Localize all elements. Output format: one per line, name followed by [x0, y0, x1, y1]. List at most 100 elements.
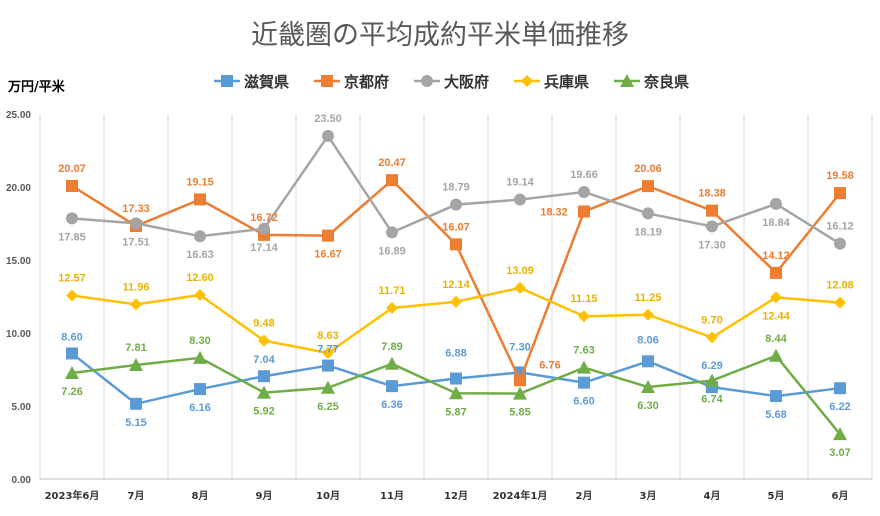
data-point — [834, 296, 846, 309]
data-label: 19.58 — [826, 170, 854, 182]
y-tick-label: 10.00 — [6, 329, 31, 340]
data-label: 5.85 — [509, 407, 530, 419]
data-label: 8.06 — [637, 334, 658, 346]
data-point — [706, 204, 718, 217]
data-label: 6.25 — [317, 401, 338, 413]
data-point — [194, 230, 206, 243]
data-point — [66, 179, 78, 192]
data-label: 3.07 — [829, 447, 850, 459]
data-point — [834, 237, 846, 250]
data-label: 16.89 — [378, 245, 406, 257]
data-point — [450, 372, 462, 385]
data-label: 18.38 — [698, 188, 726, 200]
x-tick-label: 6月 — [832, 490, 849, 502]
data-label: 12.14 — [442, 279, 470, 291]
data-label: 16.63 — [186, 249, 214, 261]
y-axis: 0.00 5.00 10.00 15.00 20.00 25.00 — [6, 110, 31, 486]
data-label: 14.12 — [762, 250, 790, 262]
data-point — [257, 385, 271, 399]
data-label: 6.29 — [701, 360, 722, 372]
legend-label: 兵庫県 — [544, 73, 589, 91]
data-label: 17.30 — [698, 239, 726, 251]
data-label: 16.07 — [442, 221, 470, 233]
data-label: 12.60 — [186, 272, 214, 284]
data-point — [770, 266, 782, 279]
data-label: 8.44 — [765, 333, 787, 345]
data-label: 7.63 — [573, 345, 594, 357]
x-tick-label: 8月 — [192, 490, 209, 502]
data-point — [66, 289, 78, 302]
data-point — [834, 382, 846, 395]
data-point — [322, 229, 334, 242]
legend-label: 大阪府 — [444, 73, 489, 91]
x-tick-label: 9月 — [256, 490, 273, 502]
legend-label: 京都府 — [344, 73, 389, 91]
data-point — [769, 348, 783, 362]
legend-marker — [521, 75, 533, 87]
data-label: 19.66 — [570, 169, 598, 181]
x-tick-label: 3月 — [640, 490, 657, 502]
data-point — [450, 198, 462, 211]
data-label: 6.76 — [539, 359, 560, 371]
data-label: 7.77 — [317, 344, 338, 356]
legend-marker — [221, 75, 233, 87]
data-point — [642, 355, 654, 368]
data-point — [449, 386, 463, 400]
x-tick-label: 2月 — [576, 490, 593, 502]
data-point — [578, 310, 590, 323]
data-label: 12.57 — [58, 272, 86, 284]
data-point — [514, 281, 526, 294]
data-point — [386, 302, 398, 315]
data-label: 16.12 — [826, 221, 854, 233]
data-point — [513, 386, 527, 400]
data-point — [258, 222, 270, 235]
data-point — [706, 331, 718, 344]
data-label: 8.30 — [189, 335, 210, 347]
data-label: 18.19 — [634, 226, 662, 238]
data-label: 17.85 — [58, 231, 86, 243]
legend: 滋賀県 京都府 大阪府 兵庫県 奈良県 — [214, 73, 689, 91]
data-point — [642, 207, 654, 220]
data-point — [386, 380, 398, 393]
data-label: 11.15 — [571, 293, 598, 305]
legend-item: 滋賀県 — [214, 73, 289, 91]
legend-marker — [321, 75, 333, 87]
x-tick-label: 12月 — [444, 490, 468, 502]
data-label: 19.15 — [186, 176, 214, 188]
data-point — [514, 193, 526, 206]
data-point — [65, 366, 79, 380]
data-label: 6.16 — [189, 402, 210, 414]
data-point — [770, 197, 782, 210]
grid — [39, 114, 873, 480]
data-label: 17.51 — [122, 236, 150, 248]
data-point — [770, 291, 782, 304]
data-label: 6.88 — [445, 348, 466, 360]
data-point — [450, 295, 462, 308]
legend-marker — [620, 74, 634, 87]
series-3 — [66, 129, 846, 250]
legend-item: 京都府 — [314, 73, 389, 91]
x-tick-label: 2024年1月 — [493, 489, 548, 502]
legend-label: 滋賀県 — [244, 73, 289, 91]
data-label: 12.08 — [826, 280, 854, 292]
data-point — [322, 129, 334, 142]
data-label: 5.15 — [125, 417, 146, 429]
data-point — [194, 383, 206, 396]
y-axis-unit: 万円/平米 — [7, 79, 66, 95]
data-label: 20.06 — [634, 163, 662, 175]
data-label: 5.87 — [445, 406, 466, 418]
data-point — [450, 238, 462, 251]
data-point — [385, 356, 399, 370]
data-point — [706, 220, 718, 233]
data-label: 23.50 — [314, 113, 342, 125]
data-label: 18.32 — [540, 207, 568, 219]
series-1 — [66, 347, 846, 410]
data-label: 16.72 — [250, 212, 278, 224]
data-label: 6.30 — [637, 400, 658, 412]
data-label: 17.33 — [122, 203, 150, 215]
data-label: 6.22 — [829, 401, 850, 413]
data-label: 11.71 — [379, 285, 406, 297]
data-point — [194, 193, 206, 206]
data-point — [642, 180, 654, 193]
data-point — [129, 357, 143, 371]
